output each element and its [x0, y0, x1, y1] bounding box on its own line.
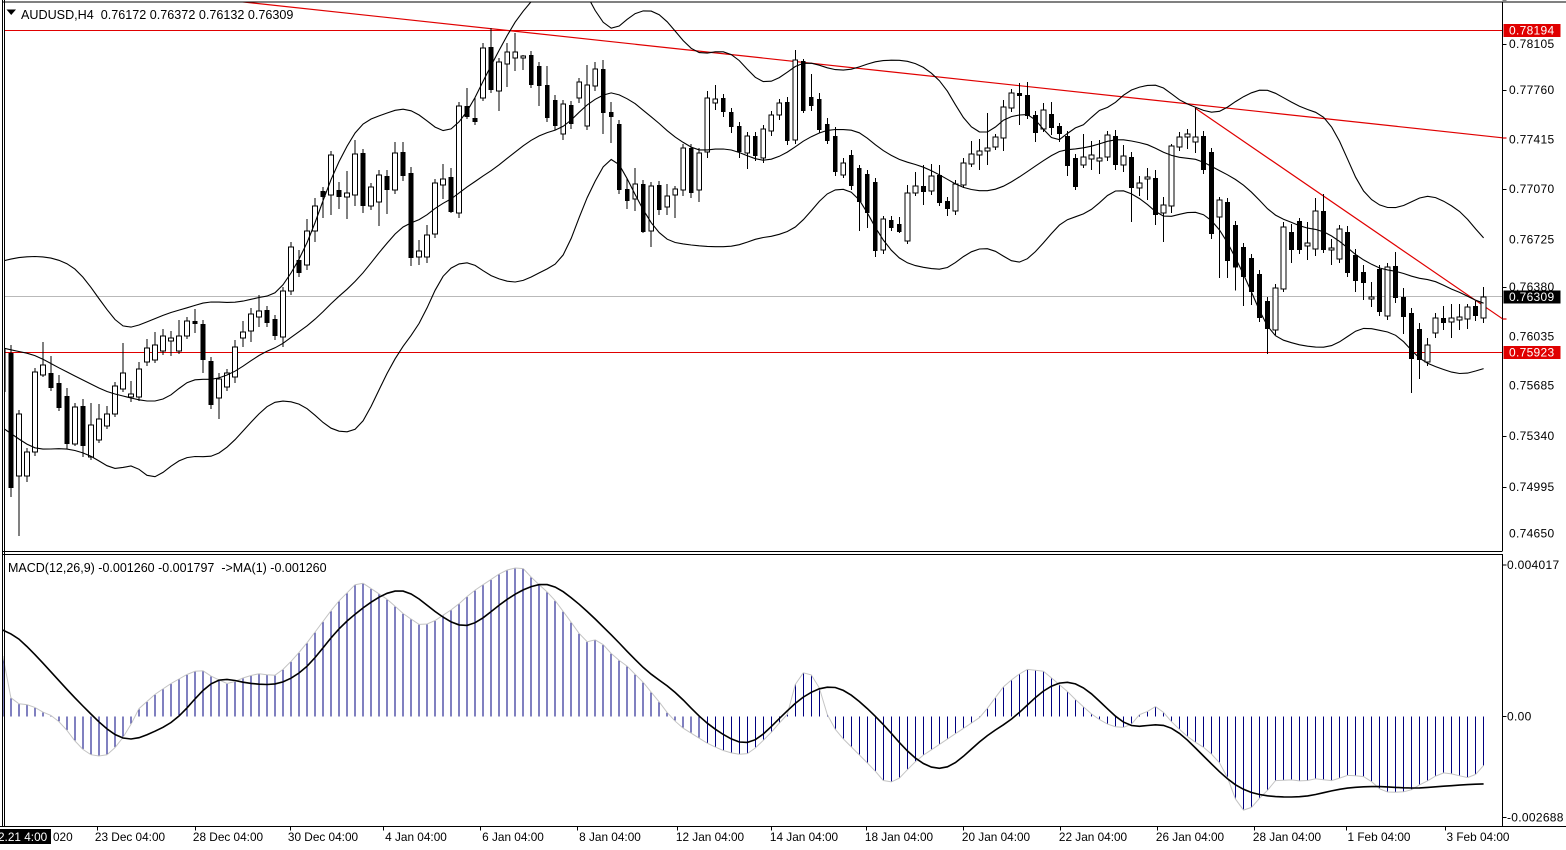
svg-text:28 Jan 04:00: 28 Jan 04:00: [1253, 830, 1322, 844]
svg-text:0.77070: 0.77070: [1509, 182, 1555, 196]
svg-text:AUDUSD,H4 0.76172 0.76372 0.7: AUDUSD,H4 0.76172 0.76372 0.76132 0.7630…: [21, 8, 293, 22]
svg-text:0.74995: 0.74995: [1509, 480, 1555, 494]
svg-text:0.74650: 0.74650: [1509, 527, 1555, 541]
svg-text:20 Jan 04:00: 20 Jan 04:00: [962, 830, 1031, 844]
svg-text:020: 020: [53, 830, 73, 844]
svg-text:8 Jan 04:00: 8 Jan 04:00: [579, 830, 641, 844]
svg-text:30 Dec 04:00: 30 Dec 04:00: [288, 830, 359, 844]
svg-text:14 Jan 04:00: 14 Jan 04:00: [770, 830, 839, 844]
svg-text:6 Jan 04:00: 6 Jan 04:00: [482, 830, 544, 844]
svg-text:0.77415: 0.77415: [1509, 133, 1555, 147]
svg-text:23 Dec 04:00: 23 Dec 04:00: [95, 830, 166, 844]
svg-text:-0.002688: -0.002688: [1507, 811, 1564, 825]
svg-text:0.76035: 0.76035: [1509, 330, 1555, 344]
svg-text:0.75340: 0.75340: [1509, 429, 1555, 443]
svg-text:MACD(12,26,9) -0.001260 -0.001: MACD(12,26,9) -0.001260 -0.001797 ->MA(1…: [8, 561, 327, 575]
svg-text:22 Jan 04:00: 22 Jan 04:00: [1059, 830, 1128, 844]
svg-text:0.75685: 0.75685: [1509, 379, 1555, 393]
svg-text:3 Feb 04:00: 3 Feb 04:00: [1447, 830, 1510, 844]
svg-text:0.77760: 0.77760: [1509, 83, 1555, 97]
svg-text:0.76309: 0.76309: [1509, 290, 1555, 304]
svg-text:12 Jan 04:00: 12 Jan 04:00: [676, 830, 745, 844]
svg-text:1 Feb 04:00: 1 Feb 04:00: [1348, 830, 1411, 844]
svg-text:0.75923: 0.75923: [1509, 346, 1555, 360]
svg-text:0.00: 0.00: [1507, 710, 1532, 724]
svg-text:2.21 4:00: 2.21 4:00: [0, 830, 48, 844]
svg-text:0.004017: 0.004017: [1507, 558, 1559, 572]
svg-text:28 Dec 04:00: 28 Dec 04:00: [193, 830, 264, 844]
svg-text:0.78105: 0.78105: [1509, 37, 1555, 51]
svg-text:4 Jan 04:00: 4 Jan 04:00: [385, 830, 447, 844]
svg-text:0.76725: 0.76725: [1509, 233, 1555, 247]
svg-text:18 Jan 04:00: 18 Jan 04:00: [865, 830, 934, 844]
svg-text:0.78194: 0.78194: [1509, 24, 1555, 38]
svg-text:26 Jan 04:00: 26 Jan 04:00: [1156, 830, 1225, 844]
